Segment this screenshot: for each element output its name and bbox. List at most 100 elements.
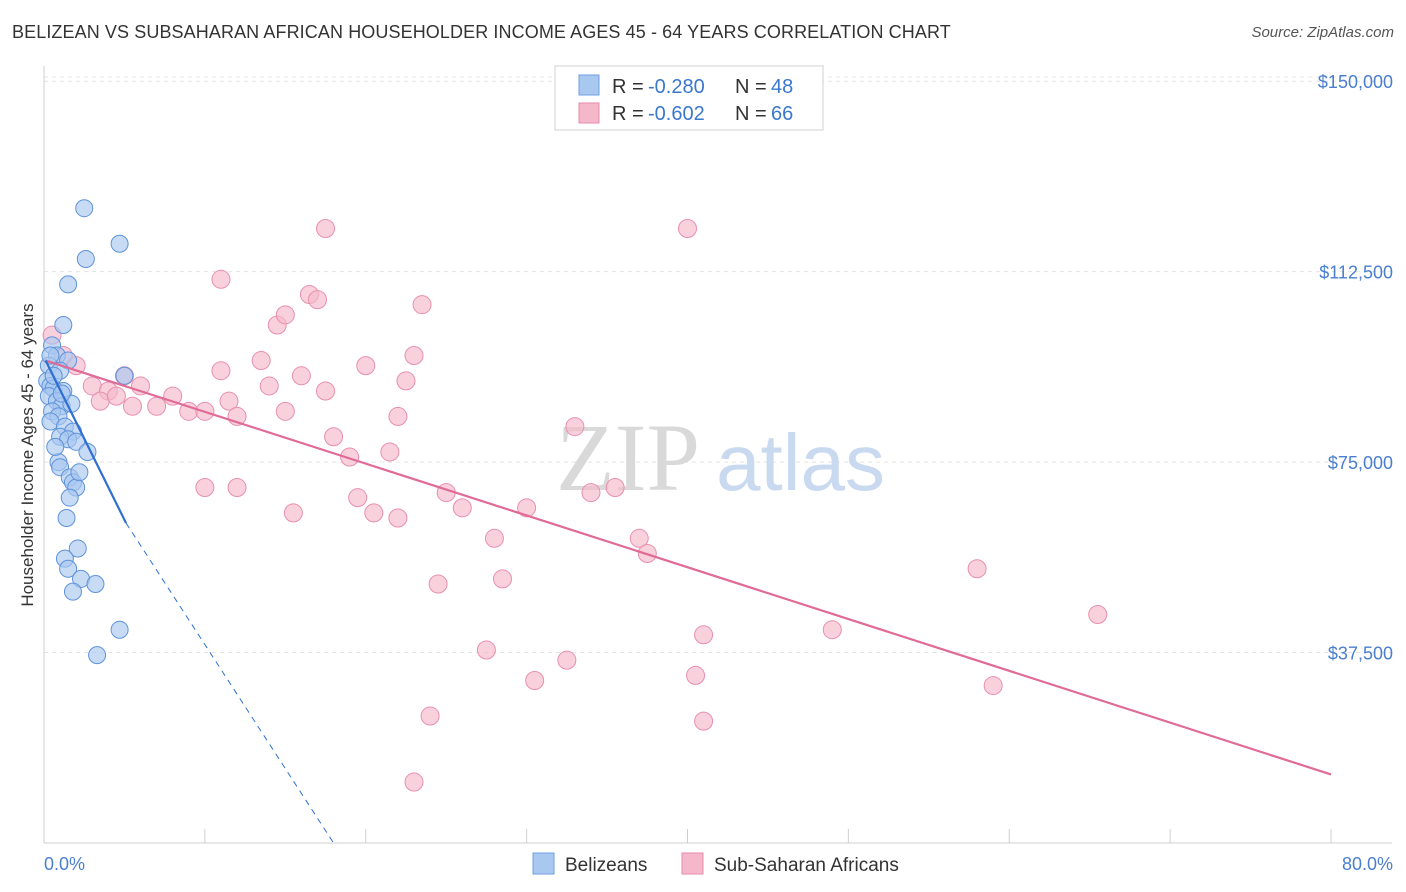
chart-title: BELIZEAN VS SUBSAHARAN AFRICAN HOUSEHOLD… xyxy=(12,22,951,42)
source-label: Source: ZipAtlas.com xyxy=(1251,24,1394,41)
point-sub-saharan xyxy=(694,711,714,731)
point-sub-saharan xyxy=(259,376,279,396)
point-sub-saharan xyxy=(380,442,400,462)
point-sub-saharan xyxy=(348,488,368,508)
point-belizean xyxy=(60,488,79,507)
point-belizean xyxy=(59,559,78,578)
point-sub-saharan xyxy=(291,366,311,386)
point-belizean xyxy=(68,539,87,558)
point-sub-saharan xyxy=(404,345,424,365)
point-belizean xyxy=(110,620,129,639)
point-sub-saharan xyxy=(694,625,714,645)
trend-line-belizean-extension xyxy=(125,522,334,844)
x-tick-label-min: 0.0% xyxy=(44,854,85,874)
point-sub-saharan xyxy=(364,503,384,523)
point-sub-saharan xyxy=(565,417,585,437)
grid-lines xyxy=(44,76,1392,654)
point-sub-saharan xyxy=(686,665,706,685)
legend-r-label-2: R = xyxy=(612,103,644,125)
point-sub-saharan xyxy=(492,569,512,589)
point-sub-saharan xyxy=(412,295,432,315)
x-tick-label-max: 80.0% xyxy=(1342,854,1393,874)
legend-n-label-2: N = xyxy=(735,103,767,125)
point-sub-saharan xyxy=(581,483,601,503)
point-belizean xyxy=(75,199,94,218)
point-sub-saharan xyxy=(484,528,504,548)
point-sub-saharan xyxy=(605,478,625,498)
point-sub-saharan xyxy=(967,559,987,579)
legend-n-value-1: 48 xyxy=(771,76,793,98)
point-belizean xyxy=(86,575,105,593)
legend-r-value-2: -0.602 xyxy=(648,103,705,125)
point-sub-saharan xyxy=(227,478,247,498)
watermark: ZIP atlas xyxy=(556,404,885,511)
y-tick-label: $37,500 xyxy=(1328,644,1393,664)
legend-n-label-1: N = xyxy=(735,76,767,98)
point-belizean xyxy=(57,508,76,527)
point-sub-saharan xyxy=(678,219,697,239)
point-sub-saharan xyxy=(557,650,577,670)
y-tick-label: $112,500 xyxy=(1319,263,1393,283)
point-sub-saharan xyxy=(822,620,842,640)
point-sub-saharan xyxy=(629,528,649,548)
series-sub-saharan-africans xyxy=(42,219,1108,792)
point-sub-saharan xyxy=(388,508,408,528)
point-sub-saharan xyxy=(251,351,271,371)
point-sub-saharan xyxy=(428,574,448,594)
legend-label-sub-saharan: Sub-Saharan Africans xyxy=(714,855,899,876)
point-sub-saharan xyxy=(307,290,327,310)
legend-swatch-pink xyxy=(578,102,600,124)
point-belizean xyxy=(63,582,82,601)
point-sub-saharan xyxy=(211,269,231,289)
point-belizean xyxy=(46,437,65,456)
point-sub-saharan xyxy=(476,640,496,660)
point-sub-saharan xyxy=(275,401,295,421)
point-sub-saharan xyxy=(396,371,416,391)
point-belizean xyxy=(54,316,73,334)
y-tick-labels: $37,500 $75,000 $112,500 $150,000 xyxy=(1318,72,1393,663)
legend-n-value-2: 66 xyxy=(771,103,793,125)
point-belizean xyxy=(110,234,129,253)
series-legend: Belizeans Sub-Saharan Africans xyxy=(532,852,899,876)
point-sub-saharan xyxy=(275,305,295,325)
point-sub-saharan xyxy=(517,498,537,518)
legend-swatch-sub-saharan xyxy=(681,852,704,875)
point-sub-saharan xyxy=(324,427,344,447)
legend-r-value-1: -0.280 xyxy=(648,76,705,98)
series-belizeans xyxy=(38,199,134,665)
point-belizean xyxy=(88,646,107,665)
legend-swatch-blue xyxy=(578,74,600,96)
point-sub-saharan xyxy=(404,772,424,792)
trend-line-sub-saharan xyxy=(45,359,1332,776)
point-sub-saharan xyxy=(211,361,231,381)
point-belizean xyxy=(115,366,134,385)
point-sub-saharan xyxy=(1088,604,1108,624)
trend-line-belizean xyxy=(44,360,128,524)
point-sub-saharan xyxy=(983,676,1003,696)
axes xyxy=(43,66,1392,844)
legend-label-belizeans: Belizeans xyxy=(565,855,647,876)
trend-lines xyxy=(44,359,1332,844)
point-sub-saharan xyxy=(316,219,336,239)
point-sub-saharan xyxy=(452,498,472,518)
point-sub-saharan xyxy=(316,381,336,401)
point-sub-saharan xyxy=(283,503,303,523)
y-tick-label: $150,000 xyxy=(1318,72,1393,92)
point-sub-saharan xyxy=(340,447,360,467)
legend-swatch-belizeans xyxy=(532,852,555,875)
point-belizean xyxy=(59,275,78,294)
point-sub-saharan xyxy=(388,406,408,426)
point-belizean xyxy=(70,463,89,482)
point-sub-saharan xyxy=(420,706,440,726)
watermark-atlas: atlas xyxy=(716,418,885,507)
point-sub-saharan xyxy=(195,478,215,498)
point-sub-saharan xyxy=(147,396,167,416)
point-sub-saharan xyxy=(106,386,126,406)
point-sub-saharan xyxy=(356,356,376,376)
y-tick-label: $75,000 xyxy=(1328,453,1393,473)
point-sub-saharan xyxy=(219,391,239,411)
legend-r-label-1: R = xyxy=(612,76,644,98)
y-axis-title: Householder Income Ages 45 - 64 years xyxy=(18,303,37,606)
point-belizean xyxy=(76,249,95,268)
